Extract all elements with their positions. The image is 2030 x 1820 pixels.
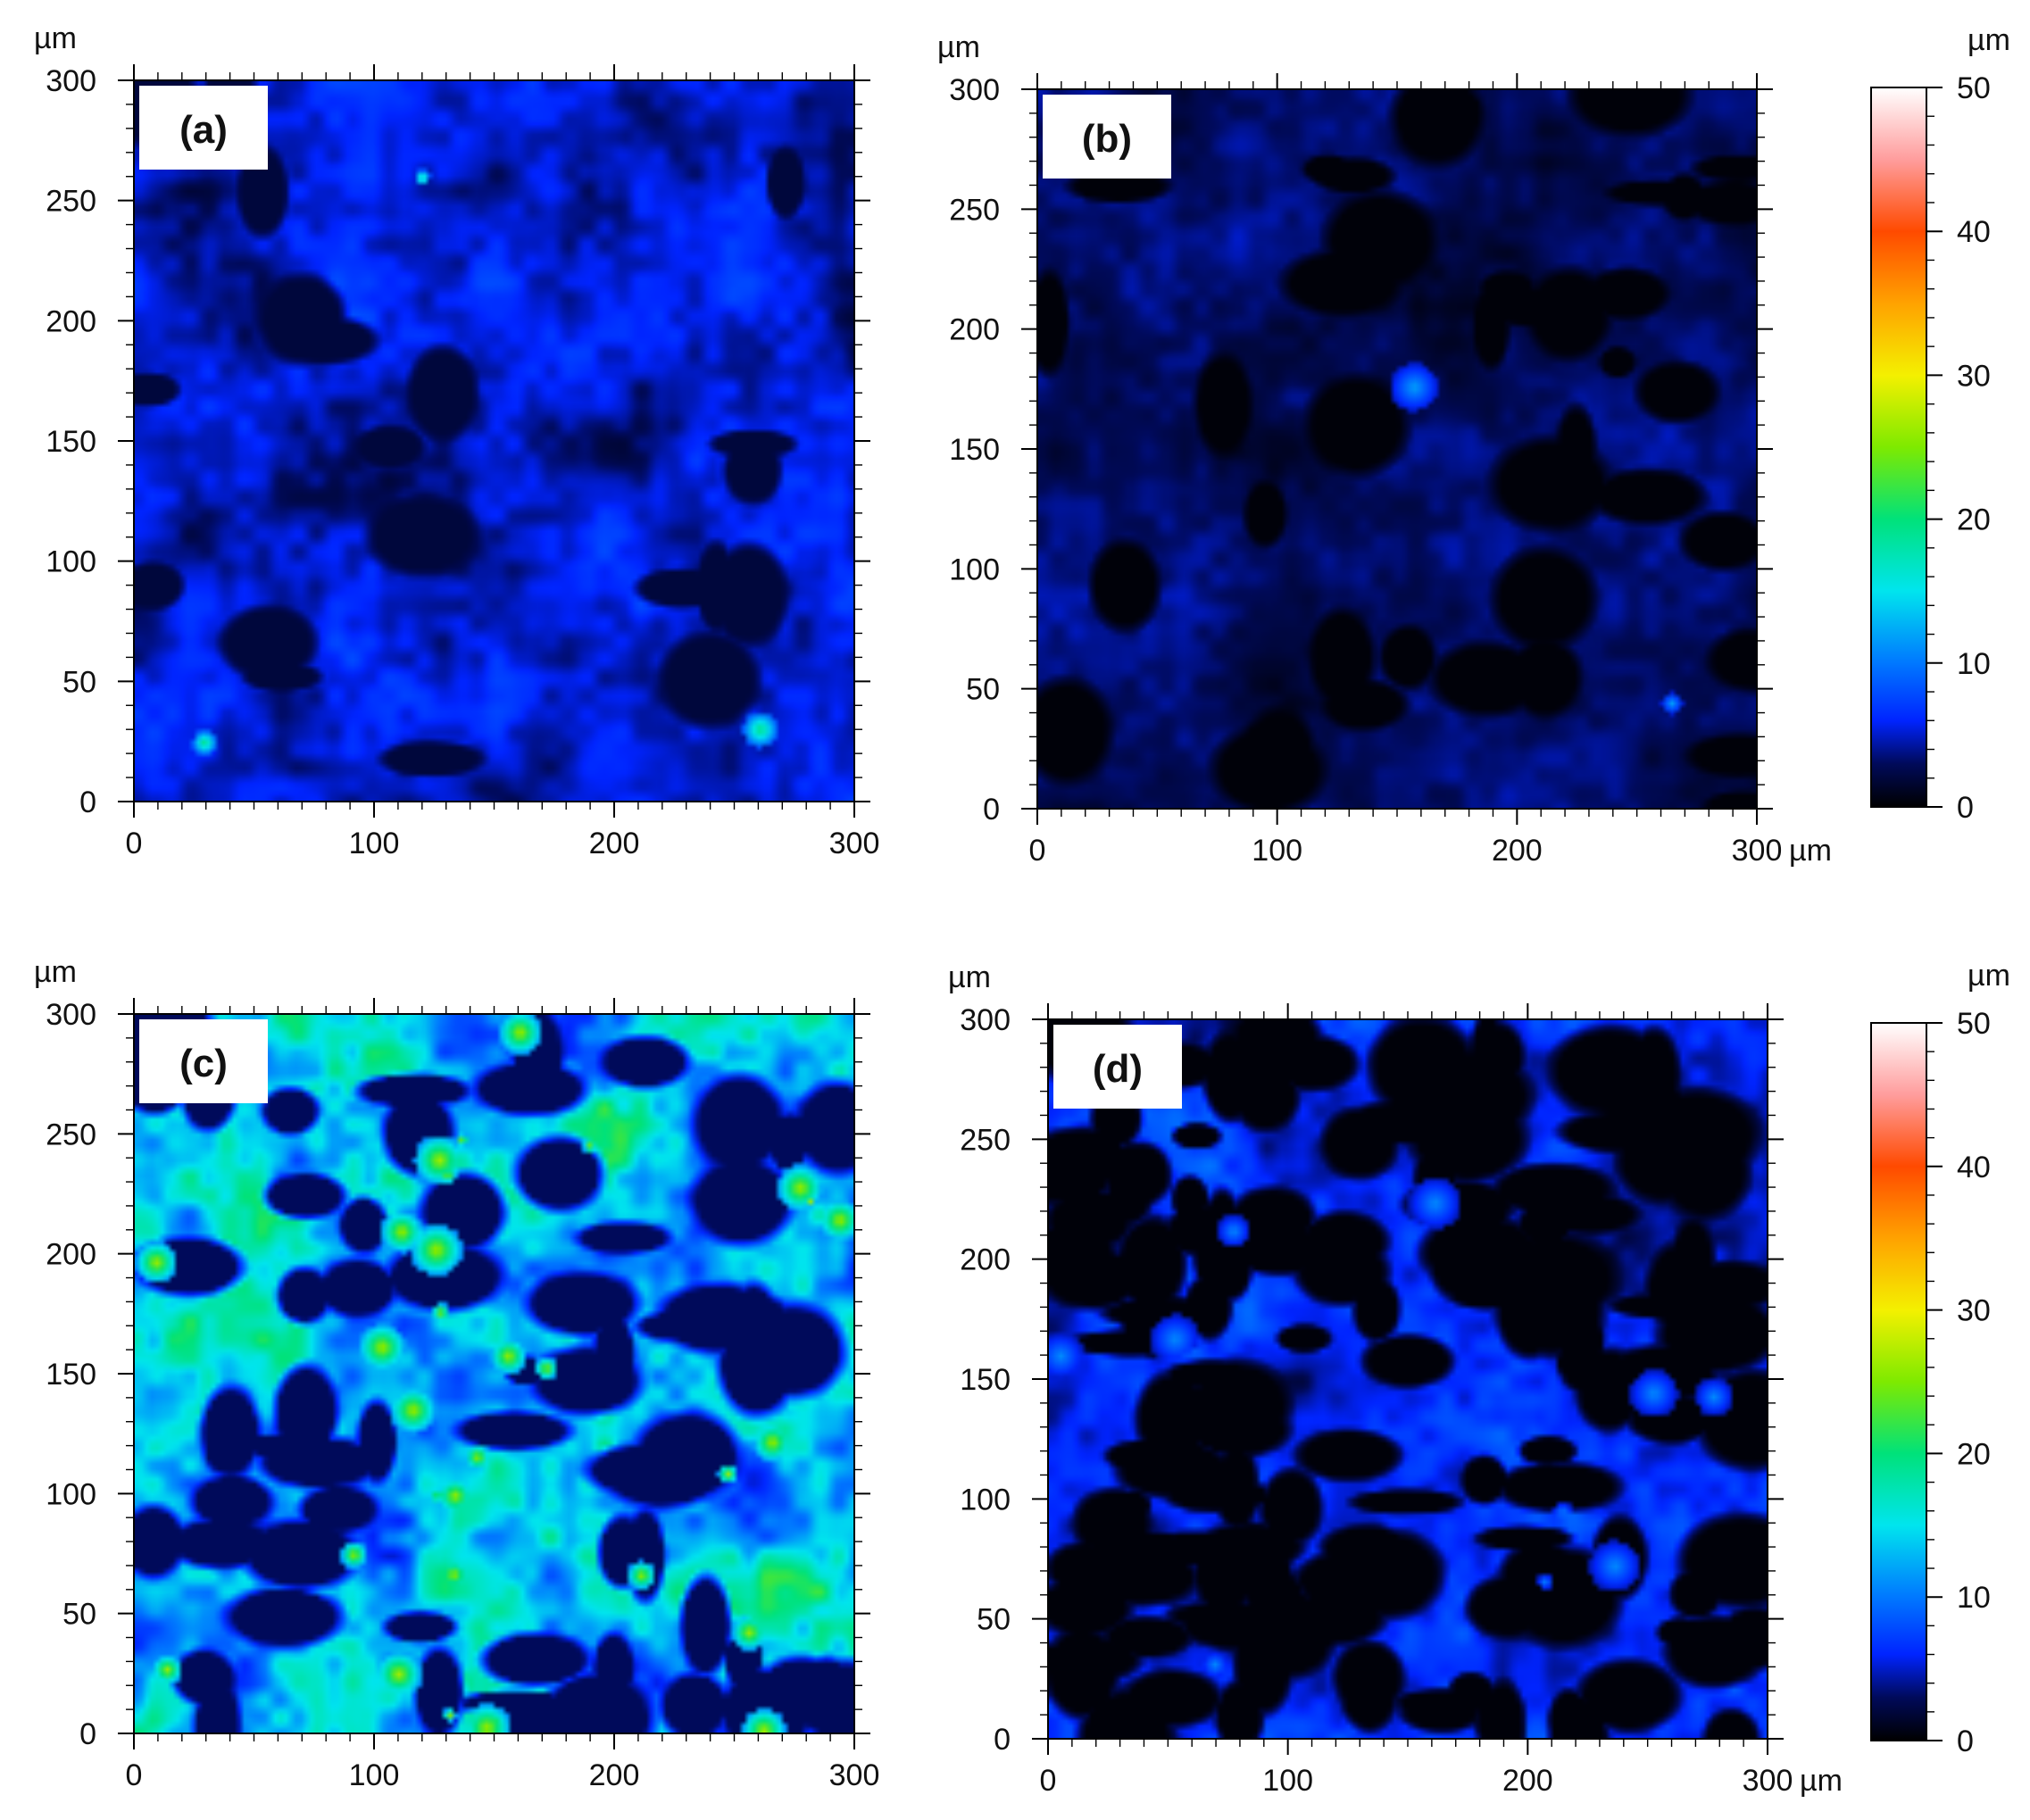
height-map-image: [1037, 89, 1757, 809]
x-tick-label: 300: [829, 1758, 880, 1792]
y-tick-label: 50: [62, 1598, 96, 1632]
y-tick-label: 50: [62, 665, 96, 699]
x-tick-label: 100: [1262, 1764, 1313, 1798]
panel-a: 0 100 200 300 0 50 100 150 200 250 300 µm (a): [34, 21, 879, 860]
height-map-image: [1048, 1019, 1768, 1739]
panel-label-box: [1053, 1025, 1182, 1109]
y-tick-label: 300: [960, 1003, 1011, 1037]
y-tick-label: 100: [46, 545, 96, 579]
y-tick-label: 100: [960, 1483, 1011, 1517]
y-tick-label: 300: [46, 998, 96, 1032]
y-axis-unit: µm: [34, 955, 77, 989]
y-tick-label: 150: [46, 1358, 96, 1392]
colorbar-tick-label: 10: [1957, 1581, 1991, 1615]
y-tick-label: 250: [46, 1118, 96, 1151]
x-tick-label: 300: [829, 827, 880, 860]
y-tick-label: 200: [46, 1238, 96, 1272]
y-tick-label: 0: [983, 793, 1000, 827]
y-tick-label: 200: [46, 304, 96, 338]
colorbar: 0 10 20 30 40 50 µm: [1870, 959, 2010, 1758]
colorbar-tick-label: 40: [1957, 1151, 1991, 1184]
colorbar-tick-label: 50: [1957, 71, 1991, 105]
y-tick-label: 150: [960, 1363, 1011, 1397]
x-tick-label: 0: [1040, 1764, 1057, 1798]
x-tick-label: 100: [349, 1758, 400, 1792]
colorbar-tick-label: 10: [1957, 647, 1991, 681]
colorbar-tick-label: 20: [1957, 503, 1991, 537]
colorbar: 0 10 20 30 40 50 µm: [1870, 23, 2010, 825]
y-tick-label: 50: [977, 1603, 1011, 1637]
y-axis-unit: µm: [34, 21, 77, 55]
x-tick-label: 200: [1502, 1764, 1553, 1798]
y-tick-label: 300: [949, 73, 1000, 107]
x-tick-label: 100: [349, 827, 400, 860]
colorbar-gradient: [1870, 1022, 1927, 1741]
x-tick-label: 0: [1029, 834, 1046, 868]
x-tick-label: 200: [589, 1758, 640, 1792]
x-tick-label: 0: [126, 827, 143, 860]
panel-label: (b): [1082, 117, 1132, 161]
panel-label-box: [1043, 95, 1171, 179]
y-axis-unit: µm: [948, 960, 991, 994]
x-tick-label: 200: [1492, 834, 1543, 868]
colorbar-tick-label: 50: [1957, 1007, 1991, 1041]
x-tick-label: 0: [126, 1758, 143, 1792]
panel-label: (a): [179, 108, 228, 152]
y-tick-label: 300: [46, 64, 96, 98]
y-tick-label: 100: [46, 1477, 96, 1511]
y-tick-label: 250: [949, 193, 1000, 227]
y-tick-label: 0: [994, 1723, 1011, 1757]
x-axis-unit: µm: [1800, 1764, 1843, 1798]
colorbar-unit: µm: [1968, 959, 2010, 993]
colorbar-tick-label: 20: [1957, 1437, 1991, 1471]
colorbar-tick-label: 0: [1957, 791, 1974, 825]
y-tick-label: 250: [960, 1123, 1011, 1157]
colorbar-unit: µm: [1968, 23, 2010, 57]
height-map-image: [134, 80, 854, 802]
panel-label: (c): [179, 1042, 228, 1085]
y-tick-label: 150: [949, 433, 1000, 467]
y-tick-label: 150: [46, 425, 96, 459]
y-tick-label: 200: [960, 1243, 1011, 1277]
colorbar-tick-label: 30: [1957, 1294, 1991, 1328]
colorbar-tick-label: 30: [1957, 359, 1991, 393]
x-tick-label: 200: [589, 827, 640, 860]
height-map-image: [134, 1014, 854, 1733]
panel-label: (d): [1093, 1047, 1143, 1091]
y-tick-label: 100: [949, 553, 1000, 586]
colorbar-tick-label: 40: [1957, 215, 1991, 249]
y-tick-label: 200: [949, 313, 1000, 347]
panel-c: 0 100 200 300 0 50 100 150 200 250 300 µm (c): [34, 955, 879, 1792]
y-tick-label: 250: [46, 185, 96, 219]
panel-label-box: [139, 86, 268, 170]
y-axis-unit: µm: [937, 30, 980, 64]
x-tick-label: 300: [1732, 834, 1783, 868]
panel-label-box: [139, 1019, 268, 1103]
x-axis-unit: µm: [1789, 834, 1832, 868]
colorbar-tick-label: 0: [1957, 1724, 1974, 1758]
colorbar-gradient: [1870, 87, 1927, 808]
y-tick-label: 0: [79, 1717, 96, 1751]
y-tick-label: 0: [79, 785, 96, 819]
x-tick-label: 300: [1743, 1764, 1793, 1798]
y-tick-label: 50: [966, 673, 1000, 707]
x-tick-label: 100: [1252, 834, 1302, 868]
